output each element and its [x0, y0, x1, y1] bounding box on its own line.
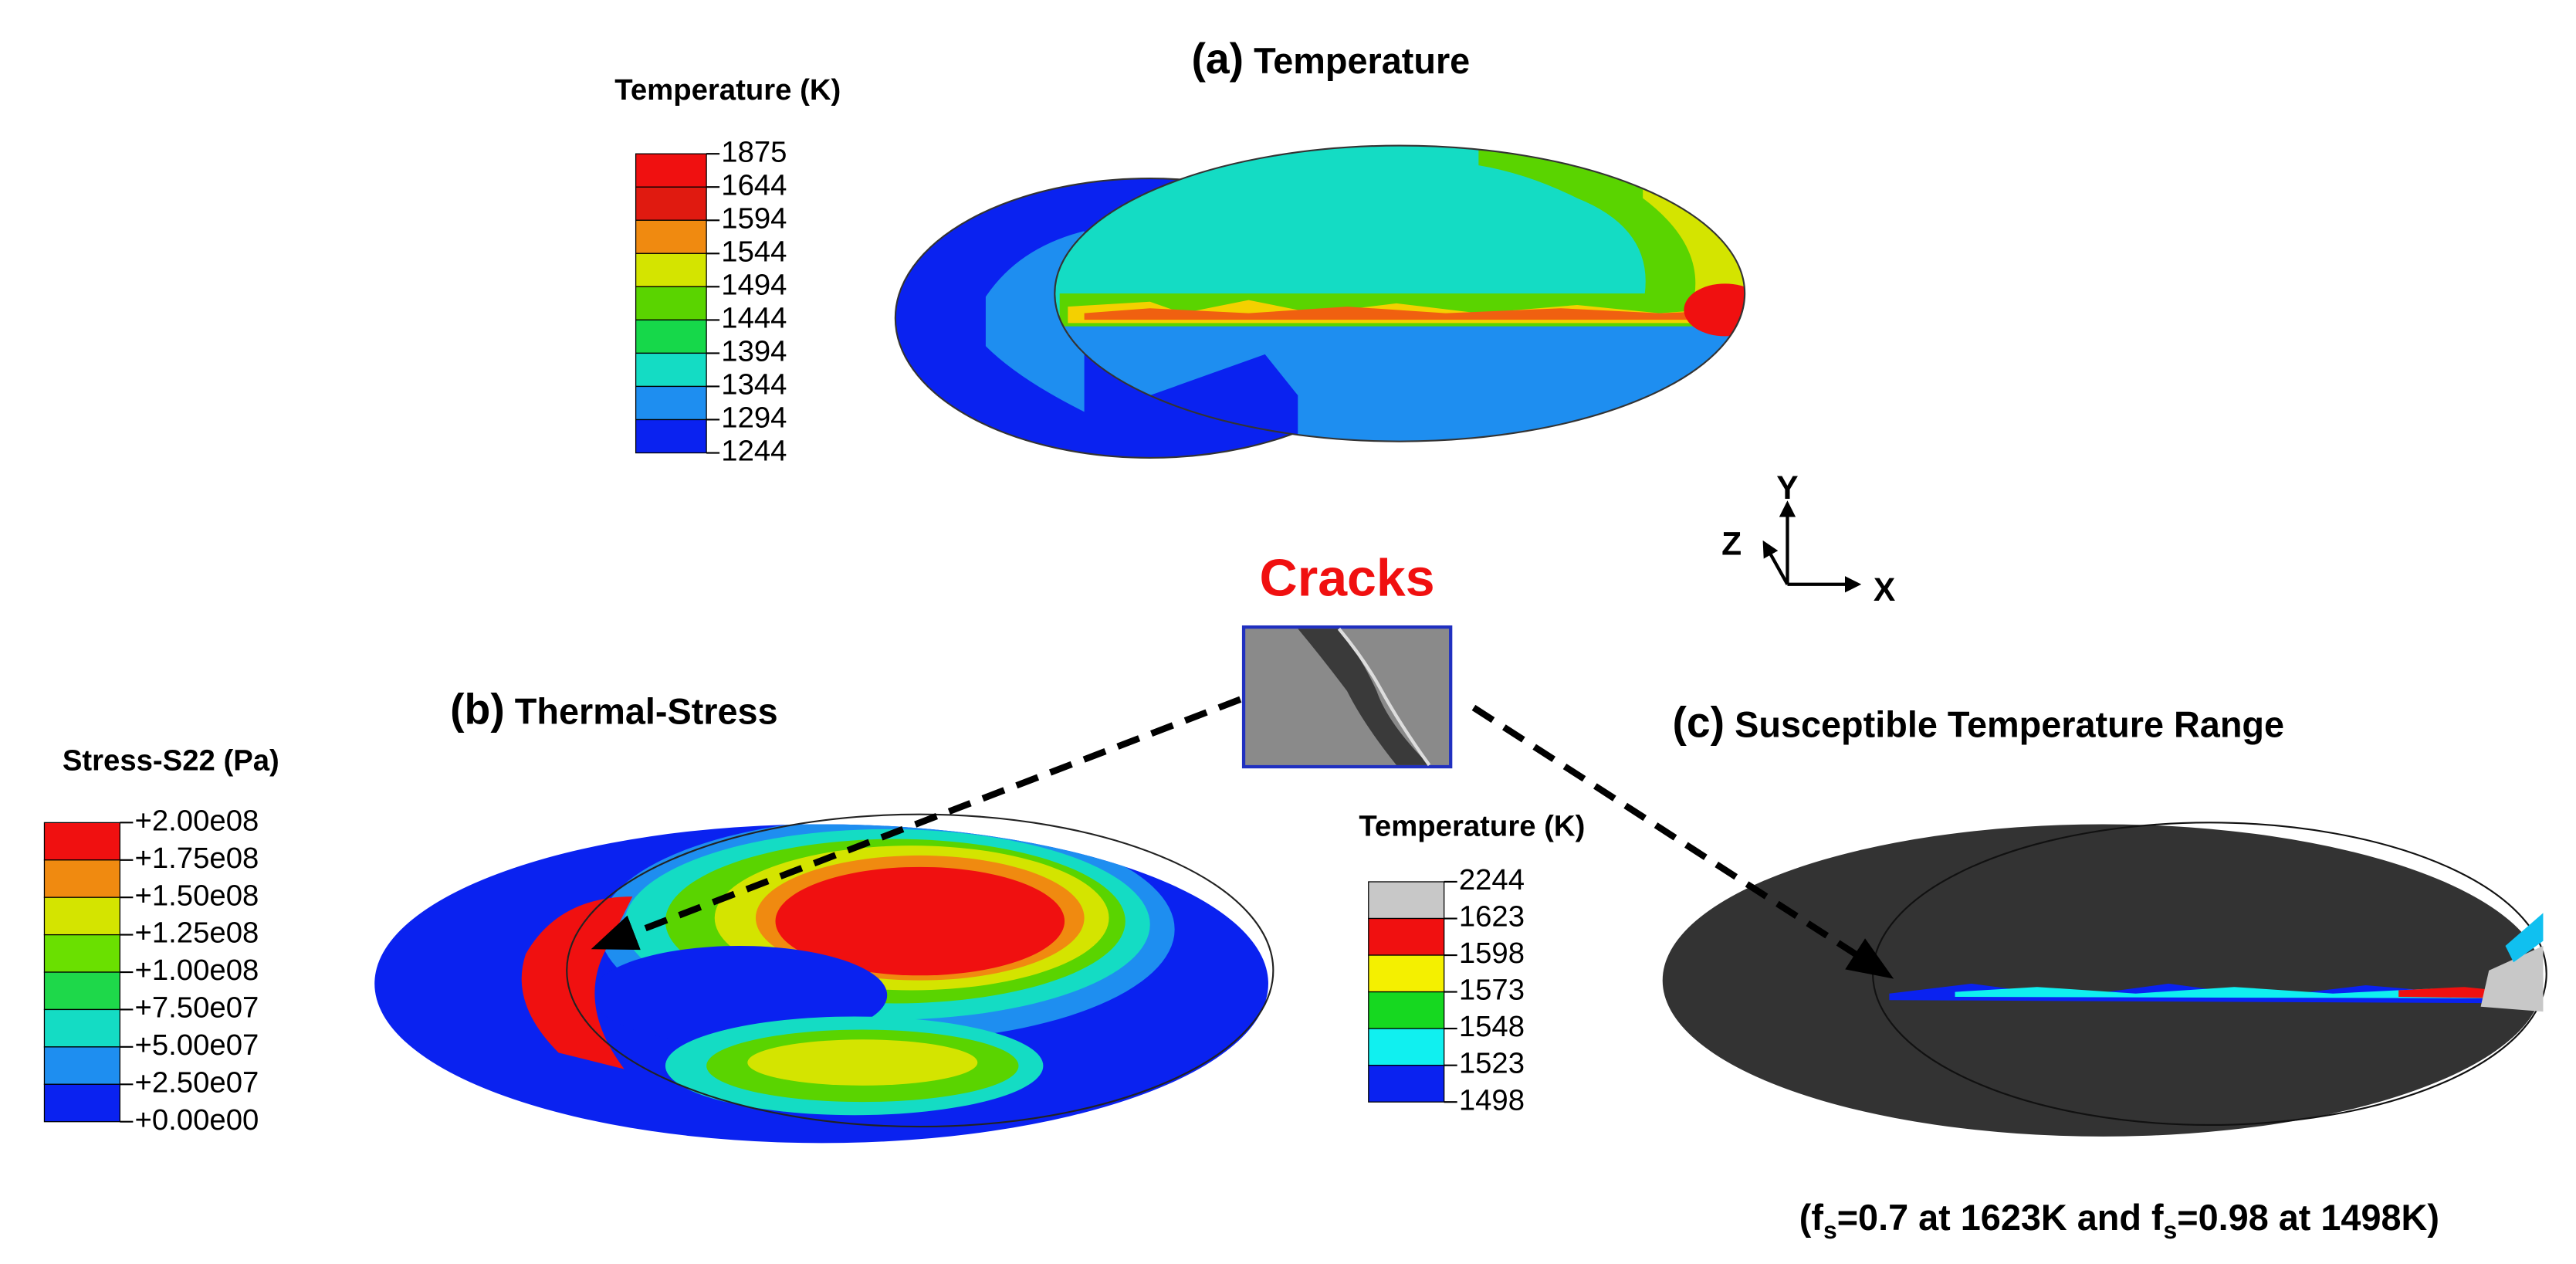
panel-title-text: Susceptible Temperature Range: [1735, 705, 2284, 745]
legend-swatch: [1368, 991, 1445, 1029]
legend-swatch: [43, 971, 120, 1011]
legend-label: +1.00e08: [135, 954, 259, 987]
footnote-part: =0.7 at 1623K and f: [1837, 1198, 2164, 1238]
legend-label: 1548: [1459, 1010, 1525, 1043]
crack: [1298, 629, 1430, 765]
legend-label: +1.25e08: [135, 917, 259, 950]
legend-swatch: [635, 419, 707, 454]
panel-b-plot: [374, 813, 1274, 1144]
legend-swatch: [1368, 881, 1445, 920]
legend-swatch: [1368, 954, 1445, 993]
axis-arrow: [1762, 540, 1789, 585]
legend-swatch: [635, 319, 707, 354]
legends: Temperature (K)1875164415941544149414441…: [43, 73, 1585, 1137]
contour: [747, 1039, 978, 1086]
crack-edge: [1337, 627, 1431, 767]
legend-label: +2.50e07: [135, 1066, 259, 1099]
arrow: [1471, 704, 1894, 979]
legend-label: 1875: [721, 135, 787, 168]
axis-label: Z: [1721, 525, 1742, 562]
legend-label: 1544: [721, 235, 787, 268]
legend-swatch: [635, 186, 707, 221]
footnote-part: (f: [1799, 1198, 1824, 1238]
legend-label: +1.75e08: [135, 842, 259, 875]
contour: [1955, 987, 2530, 999]
legend-label: 1444: [721, 302, 787, 335]
legend-label: 1494: [721, 268, 787, 301]
contour: [1084, 307, 1745, 320]
legend-swatch: [43, 1046, 120, 1085]
legend-label: 1394: [721, 335, 787, 368]
legend-swatch: [1368, 1064, 1445, 1103]
footnote: (fs=0.7 at 1623K and fs=0.98 at 1498K): [1799, 1198, 2439, 1244]
legend-swatch: [635, 252, 707, 287]
legend-label: 1344: [721, 368, 787, 402]
legend-swatch: [635, 219, 707, 254]
legend-swatch: [43, 896, 120, 936]
axis-label: Y: [1776, 469, 1798, 507]
footnote-sub: s: [1823, 1216, 1837, 1244]
shell: [1662, 824, 2544, 1137]
legend-label: +5.00e07: [135, 1028, 259, 1062]
legend-swatch: [43, 934, 120, 973]
panel-title: (c) Susceptible Temperature Range: [1672, 699, 2284, 747]
outline: [566, 813, 1274, 1128]
legend-swatch: [43, 1083, 120, 1123]
legend-label: 2244: [1459, 863, 1525, 896]
panel-label: (c): [1672, 699, 1725, 747]
legend-label: 1598: [1459, 937, 1525, 970]
legend-title: Temperature (K): [614, 73, 841, 107]
panel-label: (a): [1191, 35, 1244, 83]
contour: [775, 866, 1065, 976]
panel-title: (b) Thermal-Stress: [450, 686, 778, 734]
legend-label: +1.50e08: [135, 879, 259, 912]
panel-title: (a) Temperature: [1191, 35, 1470, 83]
legend-label: 1244: [721, 435, 787, 468]
contour: [2480, 945, 2544, 1012]
legend-swatch: [1368, 917, 1445, 956]
legend-label: 1294: [721, 402, 787, 435]
panel-label: (b): [450, 686, 505, 734]
axis-label: X: [1874, 571, 1895, 608]
cracks-title: Cracks: [1260, 549, 1435, 608]
legend-label: 1644: [721, 168, 787, 202]
legend-label: 1594: [721, 202, 787, 235]
axis-triad: [1762, 500, 1862, 593]
legend-title: Temperature (K): [1359, 809, 1585, 842]
legend-swatch: [635, 286, 707, 321]
legend-label: 1623: [1459, 900, 1525, 934]
contours-b: [521, 824, 1175, 1116]
legend-swatch: [43, 859, 120, 898]
legend-swatch: [635, 352, 707, 388]
legend-label: +0.00e00: [135, 1103, 259, 1137]
legend-swatch: [43, 822, 120, 861]
panel-a-plot: [894, 144, 1746, 459]
crack-micrograph: [1241, 625, 1453, 769]
contour: [2505, 913, 2544, 963]
legend-swatch: [635, 153, 707, 188]
arrow: [591, 696, 1242, 951]
legend-swatch: [43, 1008, 120, 1048]
legend-swatch: [635, 385, 707, 421]
legend-label: +2.00e08: [135, 804, 259, 837]
footnote-part: =0.98 at 1498K): [2177, 1198, 2439, 1238]
legend-label: 1573: [1459, 974, 1525, 1007]
legend-swatch: [1368, 1028, 1445, 1066]
legend-label: 1523: [1459, 1047, 1525, 1080]
contour: [1684, 283, 1745, 337]
panel-title-text: Temperature: [1254, 41, 1470, 81]
outline: [1054, 144, 1746, 442]
panel-title-text: Thermal-Stress: [515, 692, 778, 732]
legend-title: Stress-S22 (Pa): [63, 744, 279, 777]
panel-c-plot: [1662, 822, 2547, 1137]
legend-label: +7.50e07: [135, 991, 259, 1025]
footnote-sub: s: [2164, 1216, 2178, 1244]
legend-label: 1498: [1459, 1083, 1525, 1117]
